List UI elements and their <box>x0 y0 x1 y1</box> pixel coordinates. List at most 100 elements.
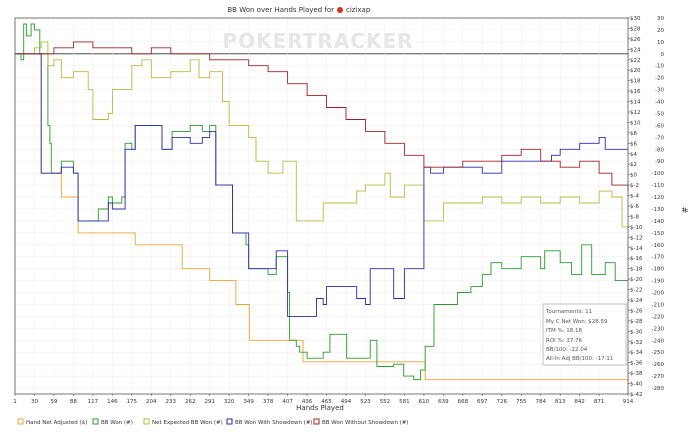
x-tick-label: 88 <box>70 399 77 405</box>
stat-net-won: My C Net Won: $28.59 <box>546 319 608 325</box>
x-tick-label: 407 <box>282 399 293 405</box>
legend-label-net-expected-bb-won: Net Expected BB Won (#) <box>152 420 223 426</box>
y-money-tick-label: $-8 <box>630 214 639 220</box>
y-money-tick-label: $-32 <box>630 340 642 346</box>
x-tick-label: 914 <box>623 399 634 405</box>
x-tick-label: 320 <box>224 399 235 405</box>
legend-swatch-bb-won-with-showdown[interactable] <box>226 418 233 425</box>
x-tick-label: 175 <box>127 399 138 405</box>
y-bb-tick-label: -270 <box>652 374 665 380</box>
y-bb-tick-label: -10 <box>655 64 664 70</box>
y-bb-tick-label: -80 <box>655 147 664 153</box>
x-tick-label: 262 <box>185 399 196 405</box>
series-layer <box>15 23 629 381</box>
x-tick-label: 378 <box>263 399 274 405</box>
x-tick-label: 465 <box>321 399 332 405</box>
y-money-tick-label: $-26 <box>630 308 643 314</box>
stat-allin-bb100: All-In Adj BB/100: -17.11 <box>546 356 613 362</box>
x-tick-label: 349 <box>243 399 254 405</box>
y-money-tick-label: $26 <box>630 37 641 43</box>
y-bb-tick-label: -220 <box>652 314 665 320</box>
legend-swatch-net-expected-bb-won[interactable] <box>143 418 150 425</box>
x-tick-label: 552 <box>380 399 391 405</box>
x-tick-label: 610 <box>419 399 430 405</box>
y-bb-tick-label: -200 <box>652 291 665 297</box>
y-money-tick-label: $-14 <box>630 246 643 252</box>
x-tick-label: 436 <box>302 399 313 405</box>
x-tick-label: 668 <box>458 399 469 405</box>
y-bb-tick-label: -50 <box>655 111 664 117</box>
y-money-tick-label: $30 <box>630 16 641 22</box>
y-bb-tick-label: -170 <box>652 255 665 261</box>
stats-box-frame <box>542 303 627 366</box>
y-bb-tick-label: -240 <box>652 338 665 344</box>
series-line-net-expected-bb-won <box>15 41 629 233</box>
y-money-tick-label: $4 <box>630 152 637 158</box>
x-tick-label: 697 <box>477 399 488 405</box>
player-flag-icon <box>337 7 343 13</box>
x-tick-label: 233 <box>166 399 177 405</box>
y-bb-tick-label: -280 <box>652 386 665 392</box>
legend-swatch-bb-won-without-showdown[interactable] <box>313 418 320 425</box>
legend-swatch-hand-net-adjusted[interactable] <box>17 418 24 425</box>
chart-title-group: BB Won over Hands Played for cizixap <box>227 6 370 14</box>
chart-title: BB Won over Hands Played for <box>227 6 334 14</box>
series-line-bb-won-without-showdown <box>15 41 629 192</box>
y-bb-tick-label: 0 <box>661 52 665 58</box>
y-bb-tick-label: -20 <box>655 76 664 82</box>
y-money-tick-label: $0 <box>630 173 637 179</box>
y-bb-tick-label: -110 <box>652 183 665 189</box>
x-tick-label: 755 <box>516 399 527 405</box>
x-tick-label: 291 <box>204 399 215 405</box>
y-money-tick-label: $-20 <box>630 277 643 283</box>
y-money-tick-label: $2 <box>630 162 637 168</box>
y-bb-tick-label: -140 <box>652 219 665 225</box>
y-bb-tick-label: -210 <box>652 302 665 308</box>
y-bb-tick-label: 30 <box>657 16 664 22</box>
y-money-tick-label: $-4 <box>630 194 639 200</box>
x-tick-label: 523 <box>360 399 371 405</box>
y-money-tick-label: $18 <box>630 79 641 85</box>
y-money-tick-label: $10 <box>630 120 641 126</box>
y-money-tick-label: $-42 <box>630 392 642 398</box>
watermark: POKERTRACKER <box>222 29 413 53</box>
player-name: cizixap <box>346 6 371 14</box>
y-bb-tick-label: -120 <box>652 195 665 201</box>
y-bb-tick-label: -250 <box>652 350 665 356</box>
legend: Hand Net Adjusted ($) BB Won (#) Net Expec… <box>17 418 409 426</box>
y-money-tick-label: $-22 <box>630 288 642 294</box>
y-money-tick-label: $-30 <box>630 329 643 335</box>
y-money-tick-label: $-34 <box>630 350 643 356</box>
axis-layer: $30$28$26$24$22$20$18$16$14$12$10$8$6$4$… <box>13 16 664 405</box>
x-tick-label: 871 <box>594 399 605 405</box>
x-tick-label: 59 <box>50 399 57 405</box>
y-money-tick-label: $-18 <box>630 267 643 273</box>
y-bb-tick-label: -130 <box>652 207 665 213</box>
legend-label-bb-won: BB Won (#) <box>101 420 133 426</box>
x-axis-label: Hands Played <box>296 404 344 412</box>
y-bb-tick-label: 10 <box>657 40 664 46</box>
y-bb-tick-label: -70 <box>655 135 664 141</box>
y-money-tick-label: $-24 <box>630 298 643 304</box>
y-money-tick-label: $-40 <box>630 382 643 388</box>
legend-label-bb-won-without-showdown: BB Won Without Showdown (#) <box>322 420 409 426</box>
y-bb-tick-label: -190 <box>652 279 665 285</box>
y-bb-tick-label: -160 <box>652 243 665 249</box>
x-tick-label: 813 <box>555 399 566 405</box>
x-tick-label: 117 <box>88 399 99 405</box>
y-money-tick-label: $-36 <box>630 361 643 367</box>
y-money-tick-label: $22 <box>630 58 641 64</box>
y-money-tick-label: $-12 <box>630 235 642 241</box>
y-bb-tick-label: -90 <box>655 159 664 165</box>
y-bb-tick-label: -100 <box>652 171 665 177</box>
y-money-tick-label: $12 <box>630 110 641 116</box>
y-money-tick-label: $6 <box>630 141 637 147</box>
y-money-tick-label: $16 <box>630 89 641 95</box>
y-money-tick-label: $-38 <box>630 371 643 377</box>
stat-itm: ITM %: 18.18 <box>546 328 583 334</box>
y-bb-tick-label: -60 <box>655 123 664 129</box>
legend-swatch-bb-won[interactable] <box>92 418 99 425</box>
y-bb-tick-label: -150 <box>652 231 665 237</box>
